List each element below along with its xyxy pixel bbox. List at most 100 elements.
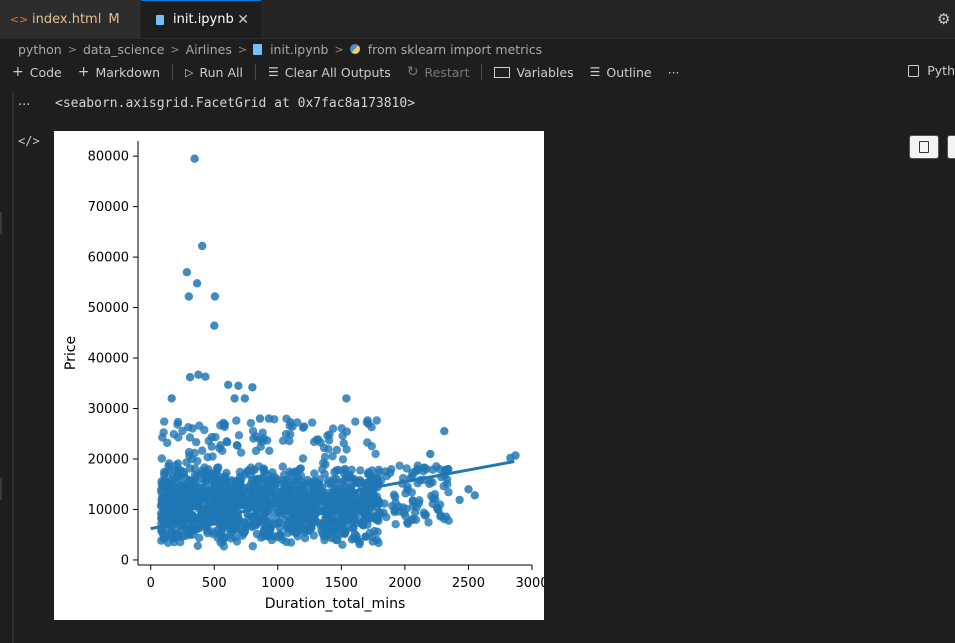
- data-point: [164, 462, 173, 471]
- data-point: [435, 465, 444, 474]
- data-point: [277, 487, 286, 497]
- breadcrumb: python > data_science > Airlines > init.…: [18, 40, 542, 58]
- data-point: [439, 482, 448, 491]
- data-point: [332, 474, 341, 484]
- data-point: [211, 432, 220, 442]
- scroll-marker: [0, 478, 2, 500]
- data-point: [172, 495, 181, 505]
- data-point: [302, 514, 311, 524]
- plus-icon: +: [77, 64, 90, 80]
- outlier-point: [201, 372, 210, 381]
- outlier-point: [426, 449, 435, 459]
- data-point: [256, 442, 265, 451]
- data-point: [215, 485, 224, 494]
- y-tick-label: 50000: [88, 301, 129, 316]
- data-point: [330, 468, 339, 477]
- data-point: [347, 465, 356, 474]
- outlier-point: [264, 414, 274, 423]
- data-point: [285, 467, 294, 476]
- data-point: [376, 476, 386, 485]
- data-point: [197, 466, 207, 476]
- data-point: [311, 477, 320, 486]
- data-point: [183, 494, 193, 503]
- data-point: [177, 481, 186, 490]
- data-point: [205, 473, 214, 482]
- close-tab-icon[interactable]: ✕: [237, 11, 249, 28]
- chevron-right-icon: >: [237, 42, 248, 56]
- variables-button[interactable]: Variables: [494, 65, 574, 80]
- restart-icon: ↻: [406, 64, 419, 80]
- copy-output-button[interactable]: [909, 135, 939, 159]
- more-actions-button[interactable]: ···: [668, 65, 680, 80]
- data-point: [389, 490, 399, 499]
- output-more-button[interactable]: [947, 135, 955, 159]
- outlier-point: [210, 321, 219, 330]
- data-point: [254, 475, 263, 484]
- data-point: [184, 423, 193, 432]
- breadcrumb-item[interactable]: from sklearn import metrics: [367, 41, 543, 57]
- breadcrumb-item[interactable]: data_science: [82, 41, 165, 57]
- data-point: [332, 445, 341, 455]
- data-point: [255, 488, 264, 497]
- outline-label: Outline: [606, 64, 652, 80]
- data-point: [296, 471, 306, 480]
- data-point: [287, 482, 296, 491]
- outline-button[interactable]: ☰ Outline: [590, 65, 652, 80]
- breadcrumb-item[interactable]: python: [18, 41, 62, 57]
- data-point: [168, 483, 177, 493]
- data-point: [270, 520, 279, 529]
- kernel-icon: [908, 64, 920, 77]
- add-code-cell-button[interactable]: + Code: [12, 64, 62, 80]
- run-all-button[interactable]: ▷ Run All: [185, 65, 243, 80]
- data-point: [259, 434, 268, 443]
- data-point: [352, 531, 361, 541]
- data-point: [421, 510, 431, 519]
- add-code-label: Code: [29, 64, 62, 80]
- clear-all-outputs-button[interactable]: ☰ Clear All Outputs: [268, 65, 391, 80]
- breadcrumb-item[interactable]: init.ipynb: [270, 41, 329, 57]
- output-collapse-button[interactable]: ···: [18, 98, 31, 113]
- notebook-icon: [253, 43, 263, 55]
- data-point: [223, 493, 232, 502]
- data-point: [190, 498, 199, 507]
- data-point: [410, 508, 420, 517]
- data-point: [303, 524, 312, 534]
- data-point: [380, 499, 389, 508]
- data-point: [426, 477, 435, 486]
- scatter-plot-output: 0 10000 20000 30000 40000 50000 60000 70000 8000…: [54, 131, 544, 620]
- data-point: [319, 443, 329, 453]
- breadcrumb-item[interactable]: Airlines: [185, 41, 232, 57]
- add-markdown-cell-button[interactable]: + Markdown: [78, 64, 160, 80]
- cell-gutter: [12, 92, 14, 643]
- kernel-picker[interactable]: Pyth: [908, 63, 955, 78]
- data-point: [224, 524, 233, 533]
- data-point: [328, 452, 337, 461]
- data-point: [185, 464, 195, 473]
- data-point: [344, 520, 353, 529]
- chevron-right-icon: >: [67, 42, 77, 56]
- kernel-label: Pyth: [927, 63, 955, 78]
- data-point: [320, 469, 329, 479]
- data-point: [333, 506, 343, 516]
- data-point: [192, 438, 201, 447]
- variables-icon: [494, 66, 511, 78]
- regression-line: [150, 460, 515, 531]
- output-renderer-icon[interactable]: </>: [18, 134, 40, 148]
- data-point: [252, 529, 262, 539]
- tab-index-html[interactable]: <> index.html M: [0, 0, 140, 38]
- restart-button[interactable]: ↻ Restart: [407, 64, 470, 80]
- data-point: [359, 521, 368, 530]
- data-point: [200, 425, 209, 435]
- data-point: [370, 526, 379, 536]
- more-actions-label: ···: [667, 64, 680, 80]
- data-point: [340, 529, 350, 538]
- data-point: [356, 466, 365, 475]
- data-point: [190, 470, 200, 479]
- gear-icon[interactable]: ⚙: [937, 10, 951, 28]
- tab-init-ipynb[interactable]: init.ipynb ✕: [141, 0, 261, 38]
- data-point: [232, 416, 241, 425]
- outlier-point: [286, 418, 295, 427]
- restart-label: Restart: [424, 64, 470, 80]
- data-point: [203, 529, 212, 538]
- y-tick-label: 80000: [88, 150, 129, 165]
